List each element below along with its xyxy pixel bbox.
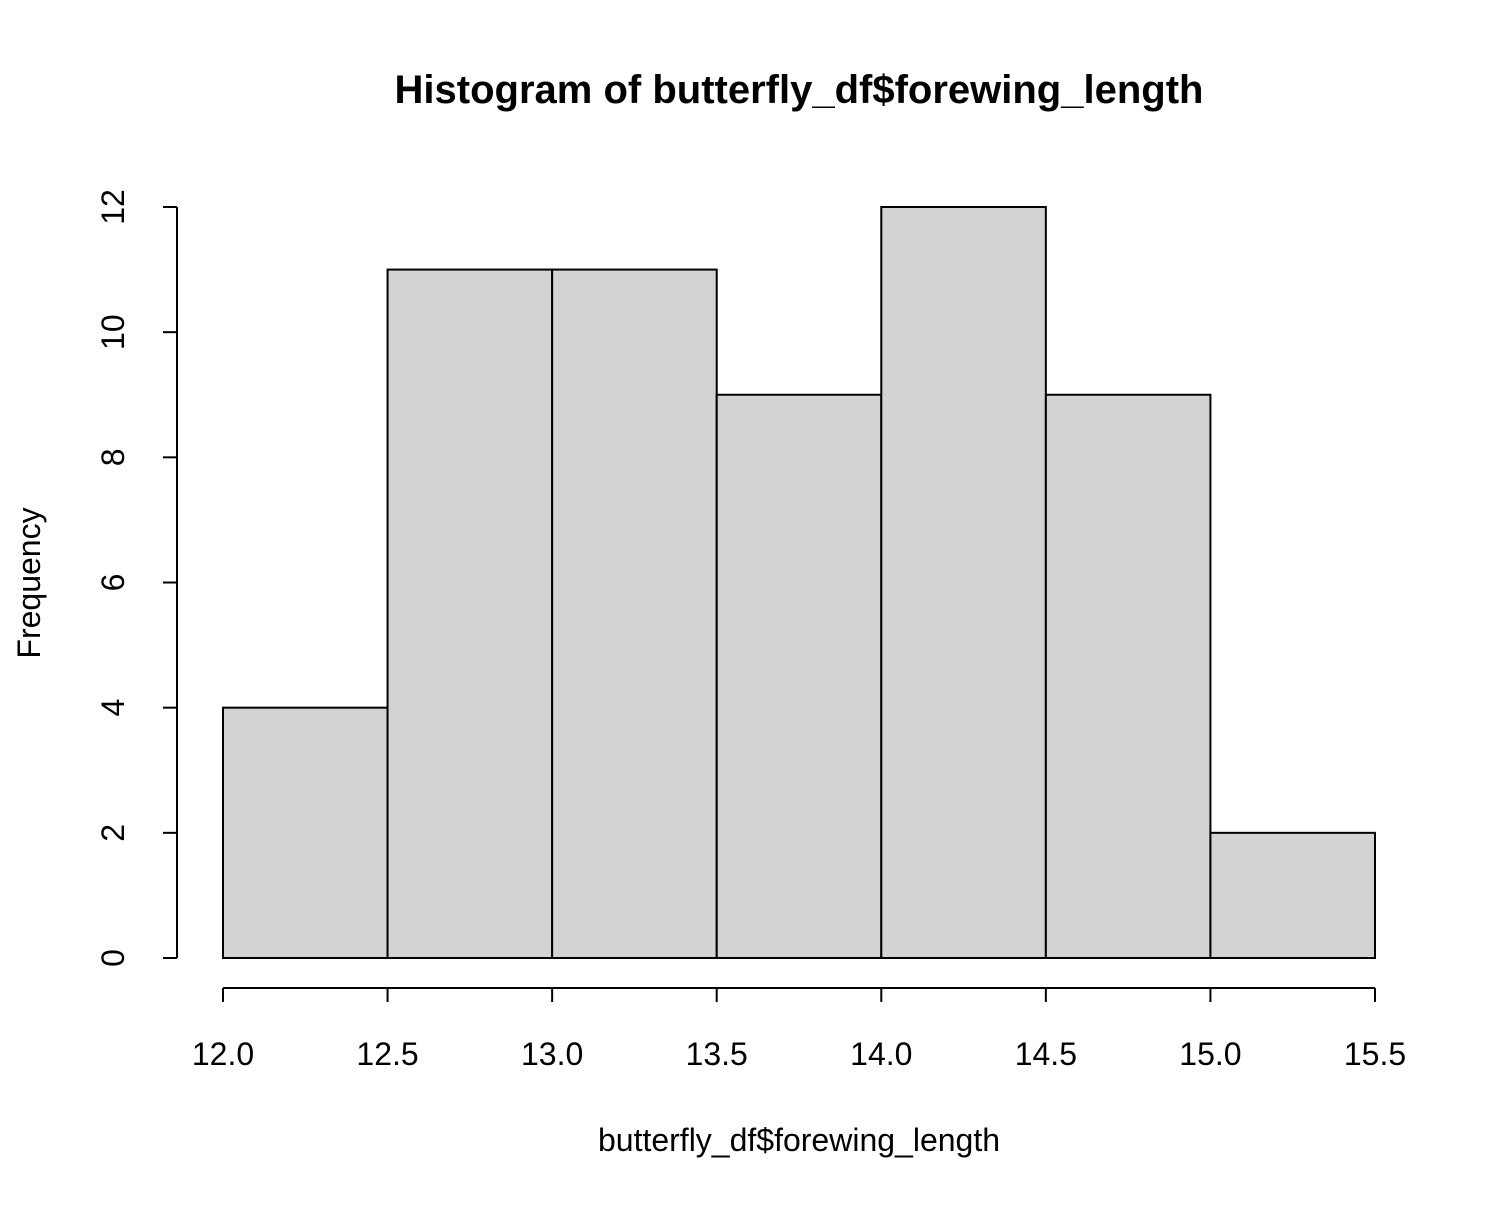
x-tick-label: 12.0: [192, 1036, 254, 1072]
histogram-bar: [1044, 393, 1212, 959]
y-tick-label: 10: [95, 314, 131, 350]
x-tick-label: 15.0: [1179, 1036, 1241, 1072]
histogram-bar: [386, 268, 554, 960]
y-tick-label: 8: [95, 448, 131, 466]
y-axis: 0 2 4 6 8 10 12: [95, 189, 178, 967]
histogram-bar: [222, 706, 389, 960]
x-axis: 12.0 12.5 13.0 13.5 14.0 14.5 15.0 15.5: [192, 987, 1406, 1072]
x-tick-label: 13.5: [686, 1036, 748, 1072]
x-tick-label: 14.0: [850, 1036, 912, 1072]
y-tick-label: 6: [95, 574, 131, 592]
x-tick-label: 12.5: [356, 1036, 418, 1072]
x-tick-label: 15.5: [1344, 1036, 1406, 1072]
y-tick-label: 12: [95, 189, 131, 225]
y-tick-label: 4: [95, 699, 131, 717]
histogram-bar: [715, 393, 883, 959]
y-axis-label: Frequency: [11, 507, 47, 658]
chart-title: Histogram of butterfly_df$forewing_lengt…: [395, 68, 1204, 112]
y-tick-label: 0: [95, 949, 131, 967]
histogram-bar: [880, 206, 1047, 959]
bars-layer: [222, 206, 1377, 960]
x-tick-label: 13.0: [521, 1036, 583, 1072]
y-tick-label: 2: [95, 824, 131, 842]
x-tick-label: 14.5: [1015, 1036, 1077, 1072]
histogram-bar: [1209, 831, 1377, 959]
x-axis-label: butterfly_df$forewing_length: [598, 1122, 1000, 1158]
histogram-bar: [551, 268, 718, 960]
